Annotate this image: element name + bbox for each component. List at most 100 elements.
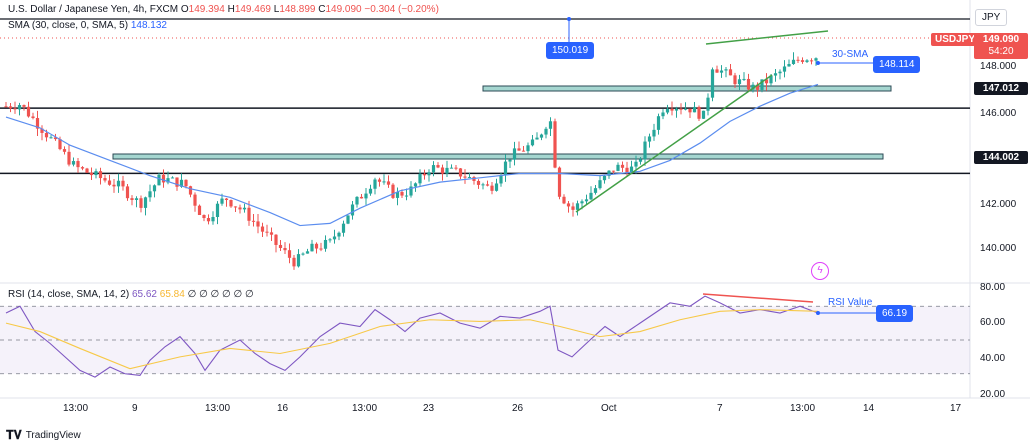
time-tick: 13:00	[205, 403, 231, 414]
ohlc-h-label: H	[224, 4, 235, 15]
current-price-tag: 149.090 54:20	[974, 33, 1028, 59]
candle-body	[17, 105, 22, 110]
candle-body	[737, 79, 742, 85]
candle-body	[584, 199, 589, 202]
currency-button[interactable]: JPY	[975, 9, 1008, 26]
candle-body	[476, 180, 481, 185]
candle-body	[62, 149, 67, 152]
time-tick: 13:00	[63, 403, 89, 414]
candle-body	[751, 84, 755, 90]
candle-body	[490, 185, 494, 191]
rsi-legend-label: RSI (14, close, SMA, 14, 2)	[8, 289, 130, 300]
candle-body	[260, 226, 265, 232]
tradingview-icon: 𝐓𝐕	[6, 428, 22, 442]
candle-body	[179, 179, 184, 187]
candle-body	[674, 108, 679, 111]
candle-body	[629, 166, 634, 174]
candle-body	[769, 75, 773, 84]
candle-body	[53, 137, 58, 140]
candle-body	[175, 177, 179, 187]
rsi-extra-values: ∅ ∅ ∅ ∅ ∅ ∅	[187, 289, 254, 300]
price-tick: 148.000	[980, 61, 1017, 72]
price-tick: 142.000	[980, 199, 1017, 210]
candle-body	[535, 137, 539, 140]
candle-body	[580, 201, 584, 204]
candle-body	[148, 191, 152, 198]
candle-body	[436, 165, 440, 168]
candle-body	[526, 145, 530, 152]
candle-body	[481, 184, 485, 186]
candle-body	[791, 59, 796, 65]
candle-body	[71, 161, 76, 165]
rsi-tick: 60.00	[980, 317, 1006, 328]
candle-body	[170, 177, 175, 179]
rsi-tick: 20.00	[980, 389, 1006, 400]
symbol-legend: U.S. Dollar / Japanese Yen, 4h, FXCM O14…	[8, 4, 439, 15]
ohlc-o-value: 149.394	[188, 4, 225, 15]
candle-body	[152, 185, 157, 192]
candle-body	[265, 231, 269, 233]
current-price: 149.090	[982, 34, 1020, 45]
rsi-annotation-label: RSI Value	[828, 297, 873, 308]
upper-wedge-line	[705, 30, 829, 45]
candle-body	[184, 179, 188, 187]
candle-body	[359, 196, 364, 199]
ohlc-l-label: L	[270, 4, 280, 15]
time-tick: 13:00	[790, 403, 816, 414]
ascending-trendline	[575, 74, 773, 213]
candle-body	[220, 198, 224, 204]
candle-body	[517, 148, 521, 151]
time-tick: 23	[423, 403, 435, 414]
candle-body	[418, 173, 422, 184]
rsi-ma-value: 65.84	[159, 289, 185, 300]
candle-body	[305, 251, 310, 254]
candle-body	[242, 207, 247, 210]
candle-body	[701, 110, 706, 119]
ohlc-h-value: 149.469	[234, 4, 271, 15]
candle-body	[521, 150, 526, 152]
candle-body	[364, 193, 368, 199]
candle-body	[310, 243, 314, 252]
candle-body	[368, 188, 373, 194]
candle-body	[22, 105, 26, 107]
rsi-dot	[816, 311, 820, 315]
sma-line	[5, 83, 819, 227]
candle-body	[341, 223, 346, 233]
candle-body	[301, 253, 305, 255]
candle-body	[26, 106, 31, 117]
candle-body	[116, 180, 121, 187]
sma-legend-value: 148.132	[130, 20, 167, 31]
candle-body	[269, 232, 274, 235]
candle-body	[35, 118, 40, 129]
candle-body	[107, 180, 112, 185]
resistance-zone-147	[482, 85, 892, 92]
lightning-icon[interactable]: ϟ	[811, 262, 829, 280]
candle-body	[49, 137, 53, 139]
candle-body	[13, 108, 17, 110]
candle-body	[719, 70, 724, 73]
candle-body	[166, 178, 170, 183]
candle-body	[454, 167, 458, 169]
rsi-value: 65.62	[131, 289, 157, 300]
candle-body	[652, 129, 656, 137]
rsi-tick: 40.00	[980, 353, 1006, 364]
rsi-value-label: 66.19	[876, 305, 914, 322]
candle-body	[112, 184, 116, 187]
candle-body	[296, 254, 301, 267]
candle-body	[197, 205, 202, 216]
price-change: −0.304 (−0.20%)	[364, 4, 439, 15]
candle-body	[760, 79, 764, 90]
candle-body	[530, 139, 535, 146]
ohlc-l-value: 148.899	[279, 4, 316, 15]
candle-body	[130, 198, 134, 200]
rsi-tick: 80.00	[980, 282, 1006, 293]
tradingview-logo[interactable]: 𝐓𝐕 TradingView	[6, 428, 81, 443]
candle-body	[350, 204, 355, 216]
candle-body	[80, 167, 85, 169]
candle-body	[337, 232, 341, 237]
candle-body	[620, 164, 625, 168]
candle-body	[76, 161, 80, 168]
sma-dot	[816, 61, 820, 65]
candle-body	[787, 64, 791, 67]
